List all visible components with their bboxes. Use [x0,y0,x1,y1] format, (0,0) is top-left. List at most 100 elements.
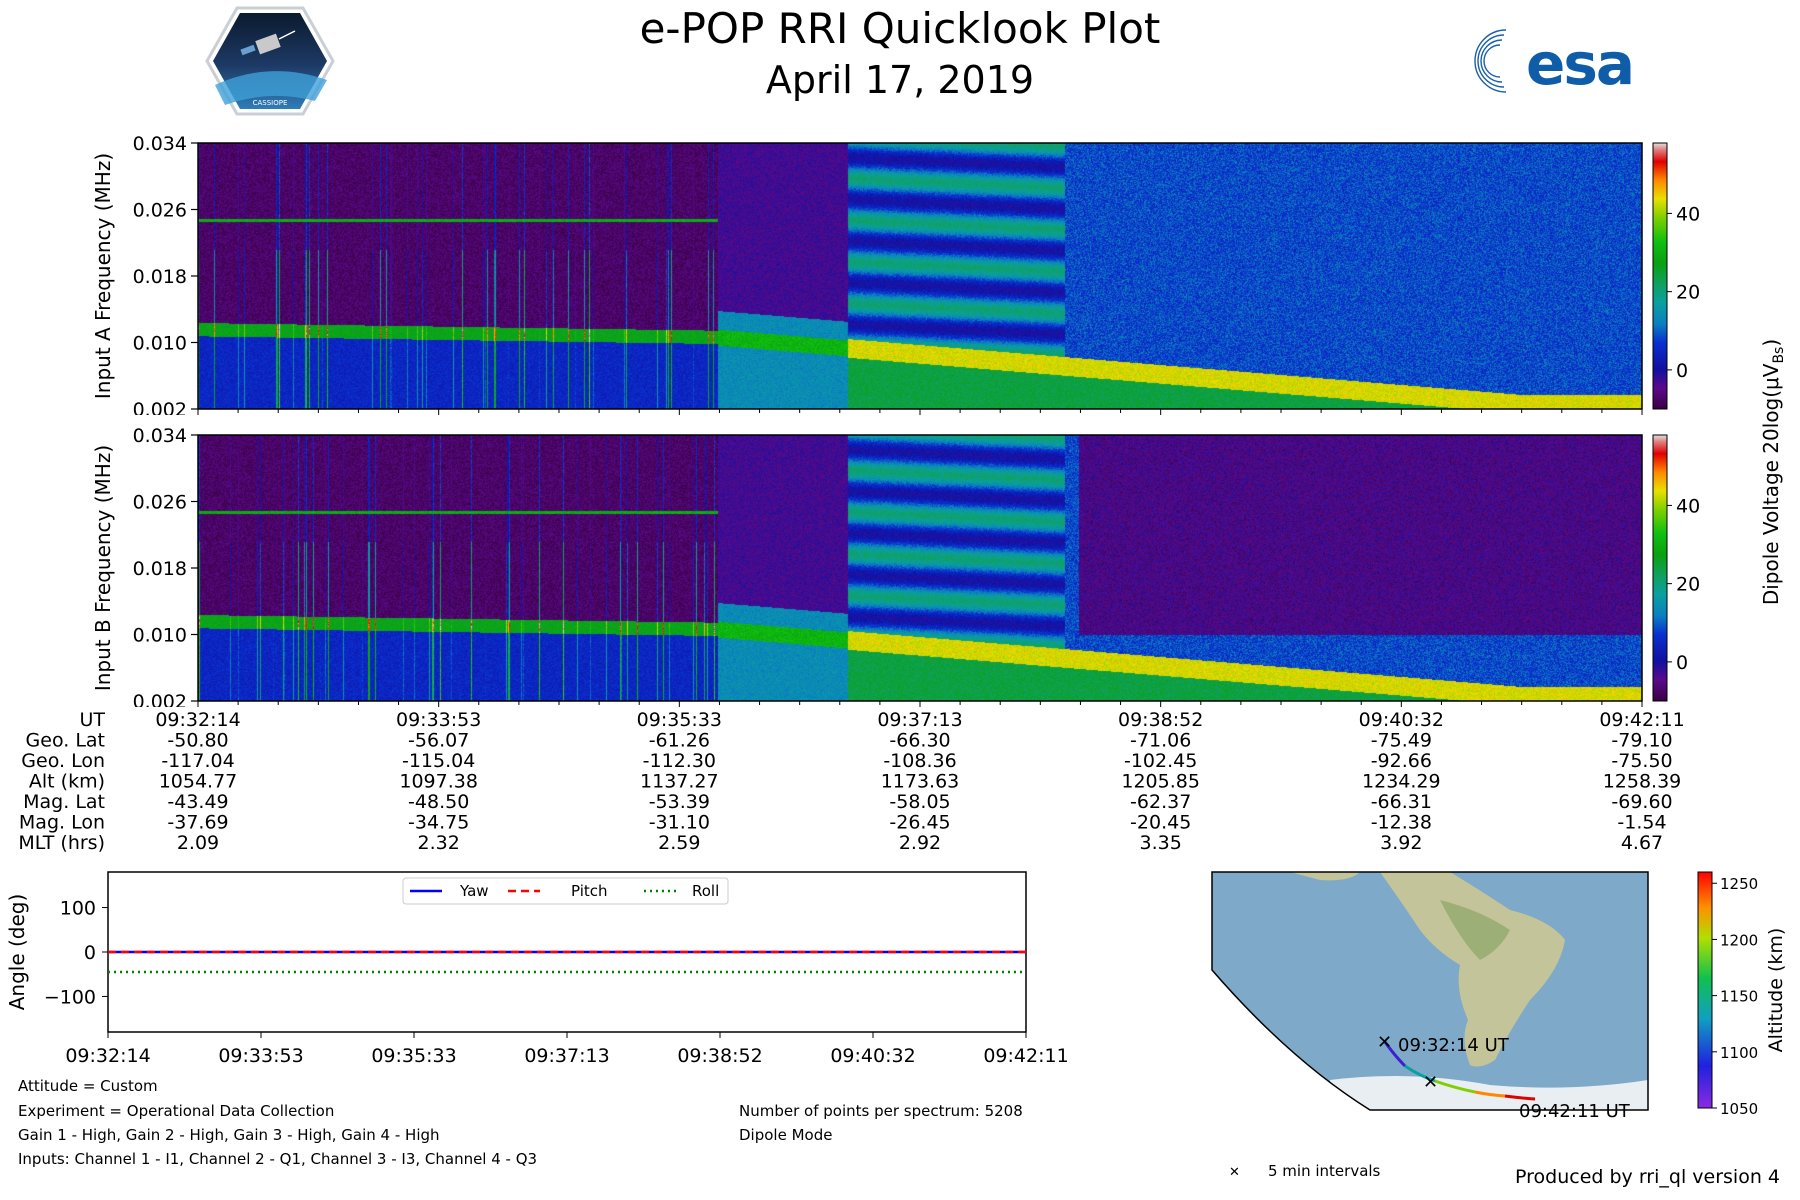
orbit-map: ✕ ✕ 09:32:14 UT 09:42:11 UT [1211,871,1649,1122]
ephemeris-cell: -75.50 [1611,750,1672,772]
info-gain: Gain 1 - High, Gain 2 - High, Gain 3 - H… [18,1126,440,1144]
spectrogram-a-image [198,143,1642,409]
attitude-x-tick: 09:38:52 [677,1045,762,1067]
ephemeris-cell: 3.92 [1380,832,1422,854]
legend-pitch: Pitch [571,882,608,900]
ephemeris-cell: -108.36 [883,750,956,772]
ephemeris-cell: 09:38:52 [1118,709,1203,731]
ephemeris-cell: -112.30 [643,750,716,772]
ephemeris-cell: 1173.63 [881,771,960,793]
spectrogram-a-y-tick-label: 0.018 [133,266,187,288]
ephemeris-cell: 09:42:11 [1599,709,1684,731]
ephemeris-cell: 3.35 [1140,832,1182,854]
spectrogram-a-y-tick-label: 0.034 [133,133,187,155]
ephemeris-cell: -69.60 [1611,791,1672,813]
spectrogram-panel-b: 0.002 0.010 0.018 0.026 0.034 Input B Freque… [91,425,1643,707]
spectrogram-a-ylabel: Input A Frequency (MHz) [91,153,115,399]
esa-logo: esa [1474,29,1635,98]
page-date: April 17, 2019 [765,58,1035,102]
spectrogram-b-y-tick-label: 0.018 [133,558,187,580]
altitude-colorbar: 1250 1200 1150 1100 1050 Altitude (km) [1697,871,1787,1118]
south-america-landmass [1380,872,1565,1067]
ephemeris-row-label: Mag. Lon [19,812,105,834]
spectrogram-panel-a: 0.002 0.010 0.018 0.026 0.034 Input A Freque… [91,133,1643,415]
ephemeris-cell: -66.30 [889,730,950,752]
ephemeris-cell: -26.45 [889,812,950,834]
ephemeris-cell: -58.05 [889,791,950,813]
ephemeris-cell: 09:33:53 [396,709,481,731]
attitude-legend: Yaw Pitch Roll [402,877,729,905]
orbit-track [1383,1041,1536,1101]
ephemeris-cell: -71.06 [1130,730,1191,752]
attitude-y-tick: 100 [60,898,96,920]
ephemeris-cell: -37.69 [167,812,228,834]
altitude-colorbar-tick: 1200 [1720,931,1758,949]
info-attitude: Attitude = Custom [18,1077,158,1095]
ephemeris-cell: -79.10 [1611,730,1672,752]
voltage-colorbar-tick: 20 [1676,282,1700,304]
attitude-x-tick: 09:32:14 [65,1045,150,1067]
legend-yaw: Yaw [459,882,489,900]
ephemeris-cell: 1205.85 [1121,771,1200,793]
altitude-colorbar-tick: 1250 [1720,875,1758,893]
ephemeris-cell: -66.31 [1371,791,1432,813]
ephemeris-cell: 2.32 [418,832,460,854]
ephemeris-cell: -115.04 [402,750,475,772]
ephemeris-cell: 2.92 [899,832,941,854]
info-experiment: Experiment = Operational Data Collection [18,1102,335,1120]
ephemeris-cell: 1137.27 [640,771,719,793]
attitude-x-tick: 09:33:53 [218,1045,303,1067]
voltage-colorbar: 40 20 0 40 20 0 Dipole Voltage 20log(μVBs) [1652,142,1787,702]
info-inputs: Inputs: Channel 1 - I1, Channel 2 - Q1, … [18,1150,538,1168]
attitude-ylabel: Angle (deg) [5,894,29,1011]
altitude-colorbar-tick: 1100 [1720,1044,1758,1062]
ephemeris-table: UT 09:32:14 09:33:53 09:35:33 09:37:13 09:38:… [18,709,1684,854]
spectrogram-b-ylabel: Input B Frequency (MHz) [91,445,115,691]
voltage-colorbar-tick: 40 [1676,495,1700,517]
voltage-colorbar-tick: 20 [1676,574,1700,596]
voltage-colorbar-tick: 0 [1676,360,1688,382]
produced-by: Produced by rri_ql version 4 [1515,1166,1780,1188]
ephemeris-cell: -62.37 [1130,791,1191,813]
altitude-colorbar-tick: 1150 [1720,988,1758,1006]
ephemeris-cell: -92.66 [1371,750,1432,772]
ephemeris-row-label: UT [79,709,105,731]
ephemeris-cell: -20.45 [1130,812,1191,834]
ephemeris-cell: -61.26 [649,730,710,752]
legend-roll: Roll [692,882,719,900]
altitude-colorbar-tick: 1050 [1720,1100,1758,1118]
ephemeris-cell: -50.80 [167,730,228,752]
map-legend: ✕ 5 min intervals [1229,1162,1381,1180]
page-title: e-POP RRI Quicklook Plot [639,4,1161,53]
ephemeris-cell: 09:40:32 [1359,709,1444,731]
ephemeris-cell: 09:37:13 [877,709,962,731]
spectrogram-b-y-tick-label: 0.034 [133,425,187,447]
attitude-y-tick: −100 [44,986,96,1008]
spectrogram-b-y-tick-label: 0.010 [133,625,187,647]
voltage-colorbar-label: Dipole Voltage 20log(μVBs) [1759,339,1787,605]
altitude-colorbar-label: Altitude (km) [1765,928,1787,1053]
spectrogram-b-y-tick-label: 0.002 [133,691,187,707]
ephemeris-cell: 2.09 [177,832,219,854]
spectrogram-b-y-axis: 0.002 0.010 0.018 0.026 0.034 [133,425,1643,707]
ephemeris-row-label: Geo. Lon [21,750,105,772]
attitude-plot: 100 0 −100 09:32:14 09:33:53 09:35:33 09:37:1… [5,871,1069,1067]
ephemeris-cell: 4.67 [1621,832,1663,854]
ephemeris-cell: -34.75 [408,812,469,834]
info-mode: Dipole Mode [739,1126,833,1144]
ephemeris-cell: 1097.38 [399,771,478,793]
info-points: Number of points per spectrum: 5208 [739,1102,1023,1120]
attitude-x-tick: 09:40:32 [830,1045,915,1067]
orbit-end-label: 09:42:11 UT [1519,1101,1631,1122]
orbit-start-label: 09:32:14 UT [1398,1035,1510,1056]
ephemeris-cell: -56.07 [408,730,469,752]
ephemeris-cell: 1054.77 [159,771,238,793]
spectrogram-a-y-tick-label: 0.010 [133,333,187,355]
ephemeris-row-label: MLT (hrs) [18,832,105,854]
attitude-y-tick: 0 [84,942,96,964]
attitude-x-tick: 09:42:11 [983,1045,1068,1067]
ephemeris-cell: 09:35:33 [637,709,722,731]
cassiope-logo: CASSIOPE [205,6,335,116]
ephemeris-row-label: Geo. Lat [26,730,105,752]
map-legend-label: 5 min intervals [1268,1162,1381,1180]
